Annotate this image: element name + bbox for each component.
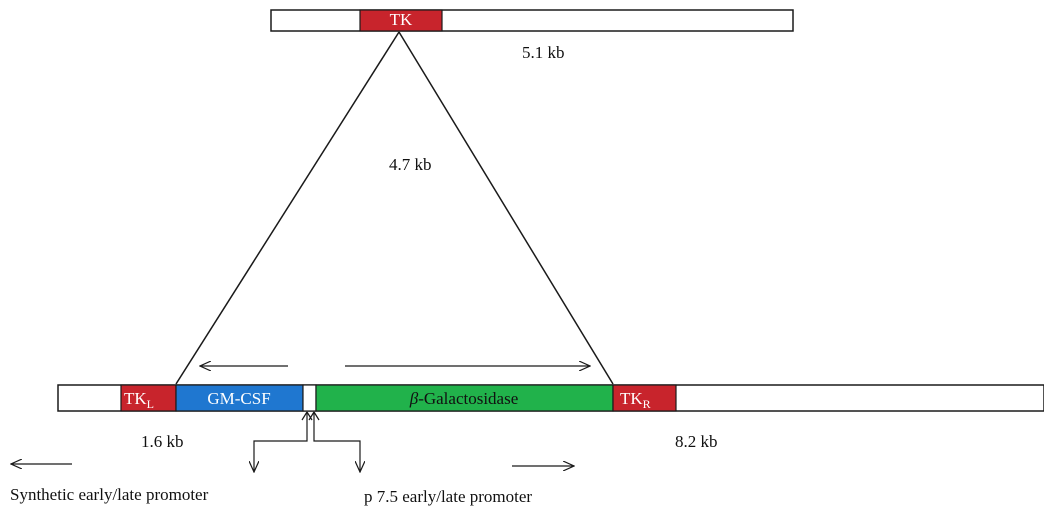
top-vector-bar: [270, 9, 794, 32]
insert-size-label: 4.7 kb: [389, 155, 432, 174]
tk-left-label: TKL: [124, 389, 154, 411]
p75-promoter-marker: [313, 412, 360, 472]
synthetic-promoter-tick-2: [306, 411, 313, 421]
bgal-region: [315, 384, 614, 412]
synthetic-promoter-tick: [301, 411, 308, 421]
top-tk-label: TK: [390, 10, 413, 29]
p75-promoter-tick: [308, 411, 315, 421]
tk-right-label: TKR: [620, 389, 651, 411]
p75-promoter-tick-2: [313, 411, 320, 421]
synthetic-promoter-marker: [254, 412, 308, 472]
insert-line-right: [398, 31, 614, 385]
left-size-label: 1.6 kb: [141, 432, 184, 451]
top-tk-region: [359, 9, 443, 32]
insert-line-left: [175, 31, 400, 385]
gmcsf-label: GM-CSF: [207, 389, 270, 408]
synthetic-promoter-label: Synthetic early/late promoter: [10, 485, 209, 504]
p75-promoter-label: p 7.5 early/late promoter: [364, 487, 532, 506]
right-size-label: 8.2 kb: [675, 432, 718, 451]
tk-right-region: [612, 384, 677, 412]
top-size-label: 5.1 kb: [522, 43, 565, 62]
bgal-label: β-Galactosidase: [409, 389, 519, 408]
gmcsf-region: [175, 384, 304, 412]
spacer-region: [302, 384, 317, 412]
